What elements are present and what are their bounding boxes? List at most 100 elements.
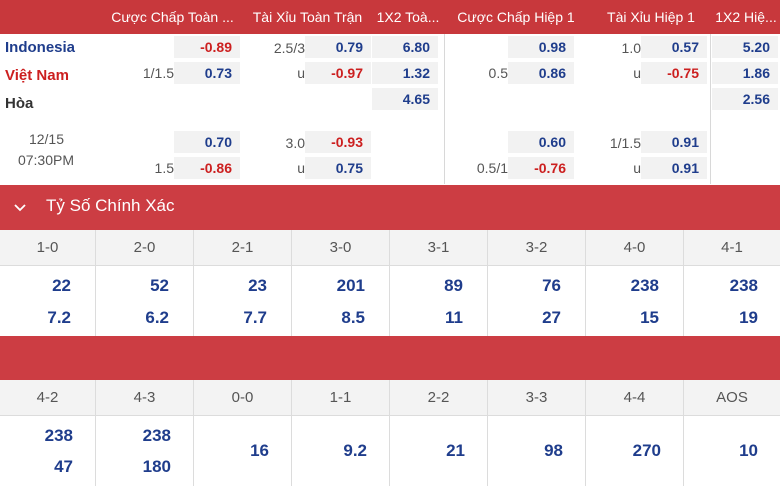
header-ft-1x2[interactable]: 1X2 Toà... (376, 9, 440, 25)
first-half-odds[interactable]: 180 (142, 457, 171, 476)
score-odds[interactable]: 9.2 (343, 441, 367, 460)
alt-h1-ou-under-odds[interactable]: 0.91 (641, 157, 707, 179)
score-label: 3-2 (488, 230, 586, 266)
away-team-name: Việt Nam (5, 67, 69, 84)
ft-1x2-away-odds[interactable]: 1.32 (372, 62, 438, 84)
alt-h1-ou-line: 1/1.5 (609, 135, 641, 151)
score-odds-cell[interactable]: 23 7.7 (194, 266, 292, 336)
score-odds[interactable]: 270 (632, 441, 661, 460)
section-divider-band (0, 336, 780, 380)
header-ft-over-under[interactable]: Tài Xỉu Toàn Trận (252, 9, 363, 25)
header-h1-1x2[interactable]: 1X2 Hiệ... (715, 9, 777, 25)
score-odds-cell[interactable]: 9.2 (292, 416, 390, 486)
ft-1x2-draw-odds[interactable]: 4.65 (372, 88, 438, 110)
ft-handicap-away-odds[interactable]: 0.73 (174, 62, 240, 84)
score-odds-cell[interactable]: 238 19 (684, 266, 780, 336)
score-odds-cell[interactable]: 98 (488, 416, 586, 486)
alt-ft-handicap-home-odds[interactable]: 0.70 (174, 131, 240, 153)
first-half-odds[interactable]: 47 (54, 457, 73, 476)
full-time-odds[interactable]: 238 (729, 276, 758, 295)
header-h1-handicap[interactable]: Cược Chấp Hiệp 1 (457, 9, 575, 25)
score-odds-cell[interactable]: 16 (194, 416, 292, 486)
column-divider (710, 34, 711, 184)
alt-ft-handicap-away-odds[interactable]: -0.86 (174, 157, 240, 179)
full-time-odds[interactable]: 52 (150, 276, 169, 295)
first-half-odds[interactable]: 11 (445, 308, 463, 327)
h1-1x2-away-odds[interactable]: 1.86 (712, 62, 778, 84)
score-odds-cell[interactable]: 76 27 (488, 266, 586, 336)
h1-handicap-home-odds[interactable]: 0.98 (508, 36, 574, 58)
alt-ft-ou-over-odds[interactable]: -0.93 (305, 131, 371, 153)
score-label: 4-2 (0, 380, 96, 416)
column-divider (444, 34, 445, 184)
first-half-odds[interactable]: 7.7 (243, 308, 267, 327)
score-odds-cell[interactable]: 52 6.2 (96, 266, 194, 336)
h1-handicap-away-odds[interactable]: 0.86 (508, 62, 574, 84)
home-team-name: Indonesia (5, 39, 76, 56)
score-odds[interactable]: 21 (446, 441, 465, 460)
score-label: 2-2 (390, 380, 488, 416)
correct-score-section-header[interactable]: Tỷ Số Chính Xác (0, 185, 780, 230)
first-half-odds[interactable]: 7.2 (47, 308, 71, 327)
score-odds-cell[interactable]: 22 7.2 (0, 266, 96, 336)
h1-ou-under-odds[interactable]: -0.75 (641, 62, 707, 84)
h1-ou-under-unit: u (633, 65, 641, 81)
full-time-odds[interactable]: 238 (142, 426, 171, 445)
first-half-odds[interactable]: 15 (640, 308, 659, 327)
score-label: 1-1 (292, 380, 390, 416)
alt-h1-handicap-home-odds[interactable]: 0.60 (508, 131, 574, 153)
alt-ft-ou-under-odds[interactable]: 0.75 (305, 157, 371, 179)
score-odds[interactable]: 16 (250, 441, 269, 460)
first-half-odds[interactable]: 8.5 (341, 308, 365, 327)
score-odds[interactable]: 10 (739, 441, 758, 460)
h1-1x2-draw-odds[interactable]: 2.56 (712, 88, 778, 110)
score-label: 4-1 (721, 239, 743, 256)
alt-h1-ou-over-odds[interactable]: 0.91 (641, 131, 707, 153)
score-odds-cell[interactable]: 238 180 (96, 416, 194, 486)
score-label: 2-0 (96, 230, 194, 266)
full-time-odds[interactable]: 89 (444, 276, 463, 295)
alt-ft-ou-line: 3.0 (285, 135, 305, 151)
score-label: 1-0 (0, 230, 96, 266)
ft-1x2-home-odds[interactable]: 6.80 (372, 36, 438, 58)
alt-h1-ou-under-unit: u (633, 160, 641, 176)
alt-ft-handicap-line: 1.5 (154, 160, 174, 176)
alt-ft-ou-under-unit: u (297, 160, 305, 176)
header-ft-handicap[interactable]: Cược Chấp Toàn ... (111, 9, 234, 25)
correct-score-title: Tỷ Số Chính Xác (46, 196, 175, 215)
ft-ou-under-odds[interactable]: -0.97 (305, 62, 371, 84)
score-odds-cell[interactable]: 238 15 (586, 266, 684, 336)
ft-ou-over-odds[interactable]: 0.79 (305, 36, 371, 58)
score-odds-cell[interactable]: 21 (390, 416, 488, 486)
first-half-odds[interactable]: 27 (542, 308, 561, 327)
score-odds-cell[interactable]: 89 11 (390, 266, 488, 336)
header-h1-over-under[interactable]: Tài Xỉu Hiệp 1 (607, 9, 695, 25)
ft-handicap-home-odds[interactable]: -0.89 (174, 36, 240, 58)
first-half-odds[interactable]: 6.2 (145, 308, 169, 327)
alt-h1-handicap-away-odds[interactable]: -0.76 (508, 157, 574, 179)
score-label: 4-3 (96, 380, 194, 416)
score-label: 2-1 (194, 230, 292, 266)
first-half-odds[interactable]: 19 (739, 308, 758, 327)
h1-1x2-home-odds[interactable]: 5.20 (712, 36, 778, 58)
ft-ou-line: 2.5/3 (273, 40, 305, 56)
match-date: 12/15 (28, 131, 64, 147)
full-time-odds[interactable]: 22 (52, 276, 71, 295)
full-time-odds[interactable]: 76 (542, 276, 561, 295)
alt-h1-handicap-line: 0.5/1 (476, 160, 508, 176)
score-header-row-1: 1-0 2-0 2-1 3-0 3-1 3-2 4-0 4-1 (0, 230, 780, 266)
odds-header: Cược Chấp Toàn ... Tài Xỉu Toàn Trận 1X2… (0, 0, 780, 34)
score-label: 4-4 (586, 380, 684, 416)
full-time-odds[interactable]: 238 (44, 426, 73, 445)
score-odds-cell[interactable]: 238 47 (0, 416, 96, 486)
score-odds[interactable]: 98 (544, 441, 563, 460)
h1-ou-over-odds[interactable]: 0.57 (641, 36, 707, 58)
full-time-odds[interactable]: 201 (336, 276, 365, 295)
score-label: 0-0 (194, 380, 292, 416)
score-odds-cell[interactable]: 10 (684, 416, 780, 486)
full-time-odds[interactable]: 23 (248, 276, 267, 295)
chevron-down-icon[interactable] (10, 197, 30, 217)
full-time-odds[interactable]: 238 (630, 276, 659, 295)
score-odds-cell[interactable]: 270 (586, 416, 684, 486)
score-odds-cell[interactable]: 201 8.5 (292, 266, 390, 336)
